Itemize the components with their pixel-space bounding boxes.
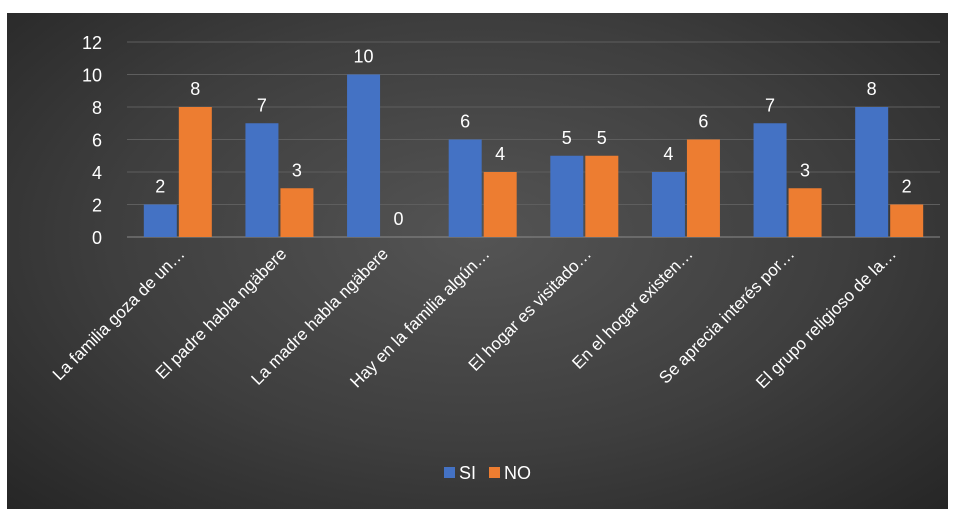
bar-no (788, 188, 822, 237)
data-label: 7 (257, 95, 267, 115)
bar-no (483, 172, 517, 237)
y-tick-label: 2 (92, 196, 102, 216)
bar-chart: 0 2 4 6 8 10 12 2 8 7 3 10 0 6 4 5 5 4 6 7 3 8 2 La familia g… (49, 33, 940, 483)
bar-si (753, 123, 787, 237)
y-tick-label: 10 (82, 66, 102, 86)
x-axis-category-labels: La familia goza de un…El padre habla ngä… (49, 244, 900, 392)
data-label: 8 (190, 79, 200, 99)
data-label: 10 (354, 47, 374, 67)
bar-si (550, 155, 584, 237)
data-label: 8 (867, 79, 877, 99)
data-label: 6 (460, 112, 470, 132)
data-label: 6 (698, 112, 708, 132)
bar-si (245, 123, 279, 237)
bar-si (143, 204, 177, 237)
data-label: 5 (597, 128, 607, 148)
legend-label-si: SI (459, 463, 476, 483)
bar-si (448, 139, 482, 237)
bar-no (686, 139, 720, 237)
y-axis-tick-labels: 0 2 4 6 8 10 12 (82, 33, 102, 248)
legend-label-no: NO (504, 463, 531, 483)
bar-no (890, 204, 924, 237)
bar-si (347, 74, 381, 237)
bar-si (651, 172, 685, 237)
chart-area: 0 2 4 6 8 10 12 2 8 7 3 10 0 6 4 5 5 4 6 7 3 8 2 La familia g… (7, 13, 948, 509)
legend-swatch-si (444, 467, 455, 478)
data-label: 0 (394, 209, 404, 229)
bars (143, 74, 924, 237)
bar-no (178, 107, 212, 237)
data-label: 7 (765, 95, 775, 115)
y-tick-label: 12 (82, 33, 102, 53)
bar-si (855, 107, 889, 237)
y-tick-label: 6 (92, 131, 102, 151)
data-label: 3 (292, 160, 302, 180)
data-label: 4 (663, 144, 673, 164)
data-label: 4 (495, 144, 505, 164)
data-label: 5 (562, 128, 572, 148)
y-tick-label: 0 (92, 228, 102, 248)
legend-swatch-no (489, 467, 500, 478)
bar-no (280, 188, 314, 237)
y-tick-label: 4 (92, 163, 102, 183)
y-tick-label: 8 (92, 98, 102, 118)
legend: SI NO (444, 463, 531, 483)
data-label: 2 (155, 177, 165, 197)
data-label: 3 (800, 160, 810, 180)
data-label: 2 (902, 177, 912, 197)
bar-no (585, 155, 619, 237)
data-labels: 2 8 7 3 10 0 6 4 5 5 4 6 7 3 8 2 (155, 47, 911, 230)
